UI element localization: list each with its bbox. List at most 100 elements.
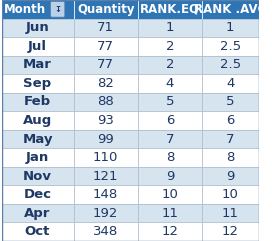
Text: Quantity: Quantity xyxy=(77,3,134,16)
Text: 8: 8 xyxy=(166,151,174,164)
Text: 93: 93 xyxy=(97,114,114,127)
Bar xyxy=(138,93,202,111)
Bar xyxy=(138,74,202,93)
Bar xyxy=(138,185,202,204)
Text: 11: 11 xyxy=(161,207,178,220)
Bar xyxy=(2,185,73,204)
Bar xyxy=(202,185,258,204)
Bar xyxy=(73,0,138,19)
Text: 7: 7 xyxy=(226,133,234,146)
Bar xyxy=(202,222,258,241)
Bar xyxy=(2,111,73,130)
Bar xyxy=(2,148,73,167)
Text: 88: 88 xyxy=(97,95,114,108)
Text: 5: 5 xyxy=(226,95,234,108)
Bar xyxy=(73,74,138,93)
Bar xyxy=(2,167,73,185)
Text: Apr: Apr xyxy=(24,207,51,220)
Text: 2: 2 xyxy=(166,40,174,53)
Text: 6: 6 xyxy=(226,114,234,127)
Text: 1: 1 xyxy=(166,21,174,34)
Bar xyxy=(202,111,258,130)
Text: Mar: Mar xyxy=(23,58,52,71)
Text: 348: 348 xyxy=(93,225,118,238)
Bar xyxy=(73,148,138,167)
Text: 121: 121 xyxy=(93,170,118,183)
Bar xyxy=(138,56,202,74)
Bar xyxy=(2,74,73,93)
Bar xyxy=(138,111,202,130)
Bar xyxy=(138,130,202,148)
Bar xyxy=(202,74,258,93)
Text: 99: 99 xyxy=(97,133,114,146)
Bar xyxy=(73,185,138,204)
Bar xyxy=(202,93,258,111)
Bar xyxy=(2,222,73,241)
Text: 77: 77 xyxy=(97,58,114,71)
Text: RANK .AVG: RANK .AVG xyxy=(194,3,267,16)
Text: 5: 5 xyxy=(166,95,174,108)
Bar xyxy=(2,130,73,148)
Text: 11: 11 xyxy=(222,207,239,220)
Bar xyxy=(202,0,258,19)
Text: RANK.EQ: RANK.EQ xyxy=(140,3,200,16)
Text: 10: 10 xyxy=(222,188,239,201)
Text: 82: 82 xyxy=(97,77,114,90)
Bar xyxy=(202,148,258,167)
Text: 4: 4 xyxy=(226,77,234,90)
Text: 9: 9 xyxy=(226,170,234,183)
Text: 110: 110 xyxy=(93,151,118,164)
Bar xyxy=(73,37,138,56)
Bar xyxy=(73,222,138,241)
Text: 6: 6 xyxy=(166,114,174,127)
Text: 9: 9 xyxy=(166,170,174,183)
Text: 77: 77 xyxy=(97,40,114,53)
Text: 4: 4 xyxy=(166,77,174,90)
Bar xyxy=(73,111,138,130)
Bar xyxy=(2,93,73,111)
Bar xyxy=(138,19,202,37)
Text: 12: 12 xyxy=(161,225,178,238)
Text: Feb: Feb xyxy=(24,95,51,108)
Bar xyxy=(202,167,258,185)
Bar xyxy=(138,167,202,185)
Text: Jul: Jul xyxy=(28,40,47,53)
Bar xyxy=(202,19,258,37)
Bar xyxy=(138,0,202,19)
Text: Aug: Aug xyxy=(23,114,52,127)
Text: ↧: ↧ xyxy=(54,5,61,14)
Text: May: May xyxy=(22,133,53,146)
Text: 1: 1 xyxy=(226,21,234,34)
Text: 2.5: 2.5 xyxy=(220,58,241,71)
Bar xyxy=(202,130,258,148)
Text: 10: 10 xyxy=(161,188,178,201)
Bar xyxy=(138,37,202,56)
Text: Month: Month xyxy=(4,3,47,16)
Text: Nov: Nov xyxy=(23,170,52,183)
Text: Jun: Jun xyxy=(26,21,50,34)
Bar xyxy=(202,37,258,56)
Text: 2: 2 xyxy=(166,58,174,71)
Text: 7: 7 xyxy=(166,133,174,146)
Bar xyxy=(138,204,202,222)
Text: Sep: Sep xyxy=(23,77,52,90)
Bar xyxy=(73,93,138,111)
Bar xyxy=(202,204,258,222)
Text: Jan: Jan xyxy=(26,151,49,164)
Bar xyxy=(2,56,73,74)
FancyBboxPatch shape xyxy=(51,1,65,17)
Text: Oct: Oct xyxy=(25,225,50,238)
Bar xyxy=(2,19,73,37)
Bar xyxy=(202,56,258,74)
Bar xyxy=(73,130,138,148)
Bar xyxy=(2,204,73,222)
Bar xyxy=(73,19,138,37)
Text: Dec: Dec xyxy=(24,188,52,201)
Bar xyxy=(138,222,202,241)
Bar xyxy=(2,0,73,19)
Bar xyxy=(73,167,138,185)
Text: 148: 148 xyxy=(93,188,118,201)
Text: 71: 71 xyxy=(97,21,114,34)
Bar xyxy=(2,37,73,56)
Bar xyxy=(138,148,202,167)
